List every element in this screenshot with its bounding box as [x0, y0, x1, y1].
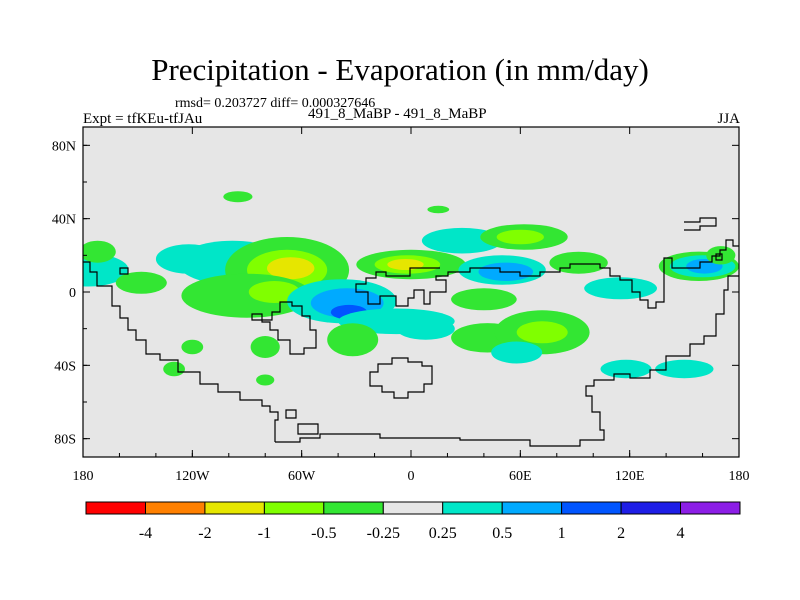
- x-tick-label: 0: [408, 469, 415, 484]
- contour-region: [83, 240, 116, 263]
- y-tick-label: 80S: [54, 433, 76, 448]
- contour-region: [427, 205, 450, 214]
- y-tick-label: 0: [69, 286, 76, 301]
- contour-region: [256, 374, 275, 386]
- colorbar-label: -0.5: [311, 525, 336, 542]
- colorbar-label: 0.5: [492, 525, 512, 542]
- contour-region: [584, 277, 657, 300]
- colorbar-swatch: [561, 501, 622, 515]
- contour-region: [600, 359, 652, 379]
- colorbar-label: 2: [617, 525, 625, 542]
- colorbar-swatch: [85, 501, 146, 515]
- contour-fills: [83, 191, 739, 386]
- x-tick-label: 180: [729, 469, 750, 484]
- colorbar-label: -1: [258, 525, 271, 542]
- colorbar-swatch: [680, 501, 741, 515]
- case-label: 491_8_MaBP - 491_8_MaBP: [308, 106, 487, 122]
- colorbar-label: 4: [677, 525, 685, 542]
- y-tick-label: 80N: [52, 139, 76, 154]
- contour-region: [267, 257, 315, 280]
- colorbar-swatch: [501, 501, 563, 515]
- colorbar-label: -0.25: [367, 525, 400, 542]
- colorbar-label: -4: [139, 525, 152, 542]
- contour-region: [496, 229, 544, 245]
- x-tick-label: 120E: [615, 469, 645, 484]
- colorbar-swatch: [204, 501, 265, 515]
- x-tick-label: 60W: [288, 469, 316, 484]
- contour-region: [516, 321, 568, 344]
- stats-label: rmsd= 0.203727 diff= 0.000327646: [175, 96, 376, 111]
- contour-region: [163, 361, 186, 377]
- colorbar-label: 0.25: [429, 525, 457, 542]
- contour-region: [115, 271, 167, 294]
- colorbar-swatch: [323, 501, 384, 515]
- contour-region: [223, 191, 253, 203]
- y-axis: 80N 40N 0 40S 80S: [52, 139, 739, 448]
- y-tick-label: 40S: [54, 359, 76, 374]
- contour-region: [549, 251, 608, 274]
- y-tick-label: 40N: [52, 213, 76, 228]
- contour-region: [248, 281, 300, 303]
- contour-region: [396, 317, 455, 340]
- coastlines: [83, 217, 739, 447]
- x-axis: 180 120W 60W 0 60E 120E 180: [73, 127, 750, 484]
- contour-region: [327, 323, 379, 357]
- chart-title: Precipitation - Evaporation (in mm/day): [151, 52, 649, 87]
- colorbar-swatch: [382, 501, 444, 515]
- x-tick-label: 60E: [509, 469, 532, 484]
- colorbar-swatch: [442, 501, 503, 515]
- x-tick-label: 180: [73, 469, 94, 484]
- experiment-label: Expt = tfKEu-tfJAu: [83, 111, 203, 127]
- contour-region: [181, 339, 204, 355]
- contour-region: [706, 246, 736, 265]
- colorbar-label: -2: [198, 525, 211, 542]
- contour-region: [250, 336, 280, 358]
- colorbar-label: 1: [558, 525, 566, 542]
- contour-region: [655, 359, 714, 379]
- contour-region: [491, 341, 543, 364]
- contour-region: [387, 259, 424, 270]
- colorbar: -4 -2 -1 -0.5 -0.25 0.25 0.5 1 2 4: [85, 501, 741, 542]
- colorbar-swatch: [620, 501, 682, 515]
- colorbar-swatch: [263, 501, 325, 515]
- contour-region: [451, 288, 517, 311]
- x-tick-label: 120W: [175, 469, 210, 484]
- season-label: JJA: [717, 111, 740, 127]
- colorbar-swatch: [145, 501, 206, 515]
